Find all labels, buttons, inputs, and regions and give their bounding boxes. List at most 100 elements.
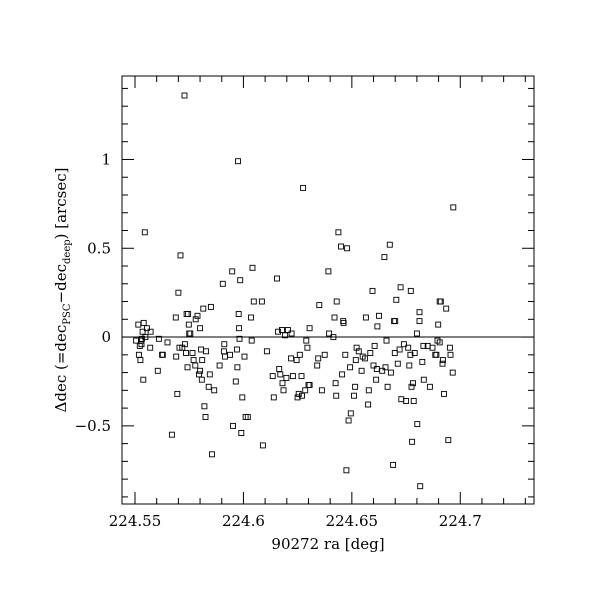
data-point	[437, 298, 444, 305]
y-axis-label-mid: −dec	[52, 264, 70, 303]
data-point	[358, 367, 365, 374]
data-point	[135, 321, 142, 328]
data-point	[303, 337, 310, 344]
data-point	[133, 337, 140, 344]
data-point	[391, 350, 398, 356]
data-point	[168, 431, 175, 438]
data-point	[326, 330, 333, 337]
data-point	[241, 353, 248, 360]
y-axis-label-sub2: deep	[62, 239, 73, 264]
data-point	[137, 357, 144, 364]
y-tick-label: 0	[101, 328, 111, 346]
data-point	[248, 337, 255, 344]
data-point	[174, 390, 181, 397]
data-point	[446, 344, 453, 351]
data-point	[400, 341, 407, 348]
data-point	[248, 314, 254, 321]
data-point	[325, 268, 332, 275]
data-point	[382, 364, 389, 371]
data-point	[315, 355, 322, 362]
y-axis-label-prefix: Δdec (=dec	[52, 325, 70, 413]
data-point	[447, 351, 454, 358]
data-point	[416, 309, 423, 316]
x-tick-label: 224.6	[222, 512, 265, 530]
data-point	[407, 287, 414, 294]
data-point	[436, 339, 443, 346]
x-tick-label: 224.7	[439, 512, 482, 530]
data-point	[379, 367, 386, 374]
data-point	[189, 350, 196, 356]
data-point	[347, 410, 354, 417]
data-point	[235, 311, 242, 317]
data-point	[203, 348, 210, 355]
data-point	[411, 350, 418, 356]
data-point	[321, 351, 328, 358]
data-point	[154, 367, 161, 374]
data-point	[294, 394, 301, 401]
data-point	[288, 355, 295, 362]
data-point	[387, 369, 394, 376]
x-tick-label: 224.65	[326, 512, 379, 530]
x-axis-label: 90272 ra [deg]	[271, 535, 384, 553]
data-point	[220, 348, 227, 355]
data-point	[439, 357, 446, 364]
y-axis-label-suffix: ) [arcsec]	[52, 168, 70, 240]
data-point	[339, 371, 346, 378]
data-point	[198, 376, 205, 383]
data-point	[177, 252, 184, 259]
data-point	[390, 461, 397, 468]
data-point	[410, 380, 416, 387]
data-point	[199, 357, 206, 364]
data-point	[136, 342, 143, 349]
data-point	[284, 327, 291, 333]
data-point	[147, 328, 154, 335]
data-point	[147, 344, 154, 351]
data-point	[347, 364, 354, 371]
data-point	[449, 369, 456, 376]
data-point	[429, 344, 436, 351]
data-point	[410, 398, 417, 404]
data-point	[192, 316, 199, 323]
data-point	[235, 158, 241, 165]
data-point	[300, 184, 307, 191]
plot-frame	[121, 75, 535, 505]
data-point	[173, 353, 180, 360]
data-point	[414, 421, 421, 428]
data-point	[398, 396, 405, 403]
data-point	[227, 351, 233, 358]
data-point	[142, 334, 149, 341]
data-point	[445, 437, 452, 444]
data-point	[345, 417, 352, 424]
data-point	[405, 344, 412, 351]
data-point	[331, 314, 338, 321]
data-point	[416, 318, 423, 325]
data-point	[181, 341, 188, 348]
data-point	[361, 355, 368, 362]
data-point	[269, 373, 276, 380]
data-point	[330, 334, 337, 341]
data-point	[407, 351, 414, 358]
data-point	[413, 330, 420, 337]
data-point	[140, 319, 147, 326]
data-point	[370, 362, 377, 369]
data-point	[202, 414, 209, 420]
data-point	[318, 387, 325, 394]
data-point	[185, 321, 192, 328]
data-point	[181, 92, 188, 99]
data-point	[439, 360, 446, 367]
data-point	[420, 342, 427, 349]
data-point	[304, 344, 311, 351]
data-point	[233, 346, 240, 353]
data-point	[232, 378, 239, 385]
data-point	[239, 394, 246, 401]
data-point	[276, 366, 283, 372]
data-point	[270, 394, 277, 401]
data-point	[172, 314, 179, 321]
data-point	[187, 330, 194, 337]
data-point	[365, 387, 372, 394]
data-point	[274, 275, 280, 282]
data-point	[306, 325, 313, 332]
y-tick-label: −0.5	[75, 417, 111, 435]
data-point	[351, 392, 357, 399]
data-point	[138, 337, 145, 344]
